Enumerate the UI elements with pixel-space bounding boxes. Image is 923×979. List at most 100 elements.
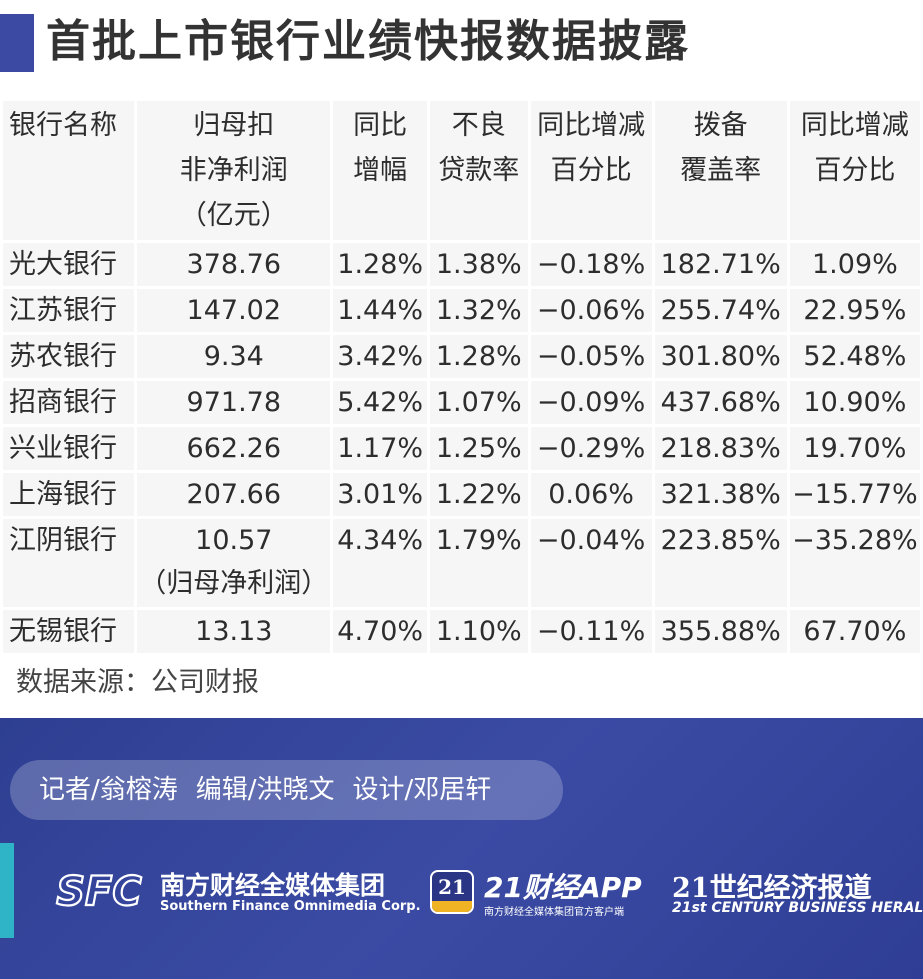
cell-value: 4.70% — [337, 616, 424, 647]
table-cell: 223.85% — [654, 516, 787, 607]
cell-value: −0.29% — [536, 433, 646, 464]
cell-value: 4.34% — [337, 525, 424, 556]
table-row: 光大银行 378.76 1.28% 1.38% −0.18% 182.71% 1.09% — [3, 240, 920, 286]
cell-value: 255.74% — [660, 295, 781, 326]
cell-value: 苏农银行 — [9, 341, 117, 372]
cell-value: 招商银行 — [9, 387, 117, 418]
cell-value: 兴业银行 — [9, 433, 117, 464]
column-header: 拨备 覆盖率 — [654, 101, 787, 240]
table-cell: 0.06% — [530, 470, 652, 516]
cell-value: 3.01% — [337, 479, 424, 510]
cell-value: 1.79% — [435, 525, 522, 556]
table-cell: 13.13 — [137, 607, 331, 653]
table-cell: 1.79% — [429, 516, 528, 607]
table-cell: 1.32% — [429, 286, 528, 332]
table-row: 上海银行 207.66 3.01% 1.22% 0.06% 321.38% −15.77% — [3, 470, 920, 516]
bank-name-cell: 苏农银行 — [3, 332, 135, 378]
table-row: 江苏银行 147.02 1.44% 1.32% −0.06% 255.74% 22.95% — [3, 286, 920, 332]
cell-value: −0.11% — [536, 616, 646, 647]
cell-value: 5.42% — [337, 387, 424, 418]
table-cell: 1.38% — [429, 240, 528, 286]
table-cell: −0.09% — [530, 378, 652, 424]
column-header: 不良 贷款率 — [429, 101, 528, 240]
cell-value: 19.70% — [803, 433, 907, 464]
bank-name-cell: 上海银行 — [3, 470, 135, 516]
column-header-line: 归母扣 — [193, 110, 275, 141]
bank-name-cell: 无锡银行 — [3, 607, 135, 653]
column-header-line: 覆盖率 — [680, 155, 762, 186]
cell-value: 江阴银行 — [9, 525, 117, 556]
cell-value: 207.66 — [186, 479, 282, 510]
table-cell: −0.04% — [530, 516, 652, 607]
column-header-line: 不良 — [451, 110, 506, 141]
table-cell: −0.05% — [530, 332, 652, 378]
footer: 记者/翁榕涛 编辑/洪晓文 设计/邓居轩 SFC 南方财经全媒体集团 Souther… — [0, 718, 923, 979]
cell-value: 1.32% — [435, 295, 522, 326]
herald-chinese-name: 21世纪经济报道 — [672, 873, 872, 904]
cell-value: −0.18% — [536, 249, 646, 280]
cell-value: −0.05% — [536, 341, 646, 372]
table-cell: 10.90% — [789, 378, 920, 424]
sfc-english-name: Southern Finance Omnimedia Corp. — [160, 899, 421, 914]
title-accent-bar — [0, 14, 34, 72]
table-header-row: 银行名称 归母扣 非净利润 （亿元） 同比 增幅 不良 贷款率 同比增减 百分比 拨备 覆盖率 同比增减… — [3, 101, 920, 240]
table-cell: 3.01% — [333, 470, 427, 516]
cell-value: 光大银行 — [9, 249, 117, 280]
cell-value: 1.25% — [435, 433, 522, 464]
table-cell: 3.42% — [333, 332, 427, 378]
table-cell: 19.70% — [789, 424, 920, 470]
column-header-line: 同比增减 — [537, 110, 646, 141]
cell-value: 971.78 — [186, 387, 282, 418]
cell-value: −0.06% — [536, 295, 646, 326]
cell-value: 182.71% — [660, 249, 781, 280]
table-row: 无锡银行 13.13 4.70% 1.10% −0.11% 355.88% 67.70% — [3, 607, 920, 653]
table-row: 江阴银行 10.57 （归母净利润） 4.34% 1.79% −0.04% 223.85% −… — [3, 516, 920, 607]
table-cell: 1.09% — [789, 240, 920, 286]
table-cell: 147.02 — [137, 286, 331, 332]
table-cell: 321.38% — [654, 470, 787, 516]
cell-value: 10.90% — [803, 387, 907, 418]
bank-name-cell: 招商银行 — [3, 378, 135, 424]
page-title: 首批上市银行业绩快报数据披露 — [46, 16, 690, 67]
cell-value: 1.07% — [435, 387, 522, 418]
table-cell: 10.57 （归母净利润） — [137, 516, 331, 607]
cell-value: 321.38% — [660, 479, 781, 510]
table-cell: −0.29% — [530, 424, 652, 470]
table-cell: 4.70% — [333, 607, 427, 653]
column-header-line: 增幅 — [353, 155, 408, 186]
cell-value: 223.85% — [660, 525, 781, 556]
herald-english-name: 21st CENTURY BUSINESS HERALD — [672, 900, 923, 916]
column-header: 同比增减 百分比 — [789, 101, 920, 240]
cell-value: 301.80% — [660, 341, 781, 372]
cell-value: 147.02 — [186, 295, 282, 326]
table-row: 苏农银行 9.34 3.42% 1.28% −0.05% 301.80% 52.48% — [3, 332, 920, 378]
table-cell: 182.71% — [654, 240, 787, 286]
cell-value: 无锡银行 — [9, 616, 117, 647]
app-icon: 21 — [430, 870, 474, 914]
table-cell: 1.10% — [429, 607, 528, 653]
column-header-line: 银行名称 — [9, 110, 117, 141]
jiangyin-profit-note: （归母净利润） — [139, 568, 329, 599]
table-cell: 52.48% — [789, 332, 920, 378]
cell-value: 9.34 — [203, 341, 264, 372]
column-header-line: 非净利润 — [179, 155, 288, 186]
cell-value: 355.88% — [660, 616, 781, 647]
table-cell: −15.77% — [789, 470, 920, 516]
cell-value: 0.06% — [548, 479, 634, 510]
credits-line: 记者/翁榕涛 编辑/洪晓文 设计/邓居轩 — [39, 760, 509, 820]
table-cell: 1.44% — [333, 286, 427, 332]
column-header: 同比 增幅 — [333, 101, 427, 240]
cell-value: −0.04% — [536, 525, 646, 556]
cell-value: 1.09% — [812, 249, 898, 280]
column-header-line: 拨备 — [693, 110, 748, 141]
app-subtitle: 南方财经全媒体集团官方客户端 — [484, 907, 624, 918]
bank-name-cell: 光大银行 — [3, 240, 135, 286]
table-cell: −0.18% — [530, 240, 652, 286]
column-header-line: 百分比 — [550, 155, 632, 186]
column-header: 银行名称 — [3, 101, 135, 240]
cell-value: 52.48% — [803, 341, 907, 372]
data-source-note: 数据来源：公司财报 — [16, 667, 259, 698]
table-cell: 22.95% — [789, 286, 920, 332]
app-icon-strip — [432, 901, 472, 912]
app-icon-number: 21 — [438, 875, 466, 899]
